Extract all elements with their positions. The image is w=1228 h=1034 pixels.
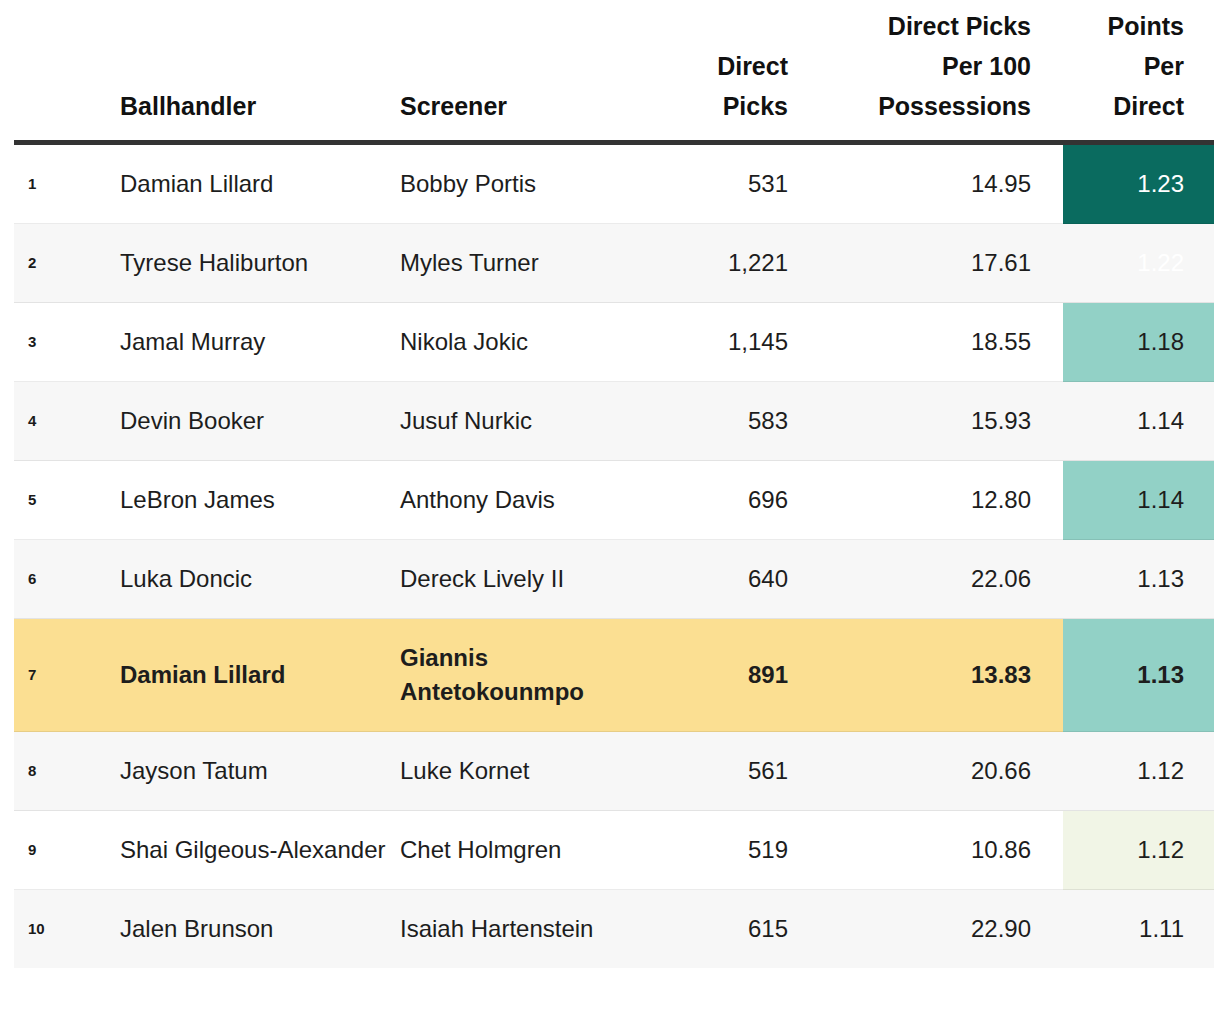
ballhandler-cell: LeBron James [120,461,400,540]
table-row: 5 LeBron James Anthony Davis 696 12.80 1… [14,461,1214,540]
table-row: 10 Jalen Brunson Isaiah Hartenstein 615 … [14,890,1214,969]
direct-picks-column-header: Direct Picks [640,0,800,143]
points-per-direct-cell: 1.13 [1063,540,1214,619]
rank-cell: 4 [14,382,120,461]
screener-cell: Nikola Jokic [400,303,640,382]
direct-picks-cell: 640 [640,540,800,619]
screener-cell: Dereck Lively II [400,540,640,619]
points-per-direct-cell: 1.23 [1063,143,1214,224]
table-row: 4 Devin Booker Jusuf Nurkic 583 15.93 1.… [14,382,1214,461]
table-row: 2 Tyrese Haliburton Myles Turner 1,221 1… [14,224,1214,303]
points-per-direct-cell: 1.13 [1063,619,1214,732]
pick-and-roll-stats-table: Ballhandler Screener Direct Picks Direct… [14,0,1214,968]
ballhandler-column-header: Ballhandler [120,0,400,143]
picks-per-100-cell: 15.93 [800,382,1063,461]
points-per-direct-cell: 1.12 [1063,732,1214,811]
rank-cell: 8 [14,732,120,811]
picks-per-100-column-header: Direct Picks Per 100 Possessions [800,0,1063,143]
screener-cell: Giannis Antetokounmpo [400,619,640,732]
table-row: 1 Damian Lillard Bobby Portis 531 14.95 … [14,143,1214,224]
picks-per-100-cell: 18.55 [800,303,1063,382]
rank-cell: 9 [14,811,120,890]
points-per-direct-cell: 1.11 [1063,890,1214,969]
ballhandler-cell: Shai Gilgeous-Alexander [120,811,400,890]
direct-picks-cell: 891 [640,619,800,732]
picks-per-100-cell: 17.61 [800,224,1063,303]
picks-per-100-cell: 22.90 [800,890,1063,969]
points-per-direct-cell: 1.22 [1063,224,1214,303]
picks-per-100-cell: 22.06 [800,540,1063,619]
rank-cell: 1 [14,143,120,224]
direct-picks-cell: 696 [640,461,800,540]
ballhandler-cell: Luka Doncic [120,540,400,619]
points-per-direct-cell: 1.18 [1063,303,1214,382]
screener-cell: Chet Holmgren [400,811,640,890]
rank-cell: 3 [14,303,120,382]
table-row: 8 Jayson Tatum Luke Kornet 561 20.66 1.1… [14,732,1214,811]
points-per-direct-column-header: Points Per Direct [1063,0,1214,143]
picks-per-100-cell: 10.86 [800,811,1063,890]
picks-per-100-cell: 14.95 [800,143,1063,224]
screener-column-header: Screener [400,0,640,143]
direct-picks-cell: 615 [640,890,800,969]
rank-cell: 5 [14,461,120,540]
table-row: 7 Damian Lillard Giannis Antetokounmpo 8… [14,619,1214,732]
direct-picks-cell: 531 [640,143,800,224]
table-body: 1 Damian Lillard Bobby Portis 531 14.95 … [14,143,1214,969]
ballhandler-cell: Damian Lillard [120,619,400,732]
direct-picks-cell: 583 [640,382,800,461]
direct-picks-cell: 1,221 [640,224,800,303]
picks-per-100-cell: 20.66 [800,732,1063,811]
ballhandler-cell: Jalen Brunson [120,890,400,969]
ballhandler-cell: Jayson Tatum [120,732,400,811]
table-header: Ballhandler Screener Direct Picks Direct… [14,0,1214,143]
screener-cell: Jusuf Nurkic [400,382,640,461]
rank-cell: 7 [14,619,120,732]
picks-per-100-cell: 13.83 [800,619,1063,732]
ballhandler-cell: Jamal Murray [120,303,400,382]
screener-cell: Luke Kornet [400,732,640,811]
screener-cell: Bobby Portis [400,143,640,224]
page: Ballhandler Screener Direct Picks Direct… [0,0,1228,968]
rank-cell: 2 [14,224,120,303]
picks-per-100-cell: 12.80 [800,461,1063,540]
screener-cell: Isaiah Hartenstein [400,890,640,969]
direct-picks-cell: 1,145 [640,303,800,382]
points-per-direct-cell: 1.12 [1063,811,1214,890]
table-row: 9 Shai Gilgeous-Alexander Chet Holmgren … [14,811,1214,890]
direct-picks-cell: 561 [640,732,800,811]
table-row: 6 Luka Doncic Dereck Lively II 640 22.06… [14,540,1214,619]
ballhandler-cell: Tyrese Haliburton [120,224,400,303]
ballhandler-cell: Damian Lillard [120,143,400,224]
rank-cell: 10 [14,890,120,969]
points-per-direct-cell: 1.14 [1063,461,1214,540]
screener-cell: Anthony Davis [400,461,640,540]
points-per-direct-cell: 1.14 [1063,382,1214,461]
ballhandler-cell: Devin Booker [120,382,400,461]
direct-picks-cell: 519 [640,811,800,890]
table-row: 3 Jamal Murray Nikola Jokic 1,145 18.55 … [14,303,1214,382]
rank-column-header [14,0,120,143]
screener-cell: Myles Turner [400,224,640,303]
rank-cell: 6 [14,540,120,619]
